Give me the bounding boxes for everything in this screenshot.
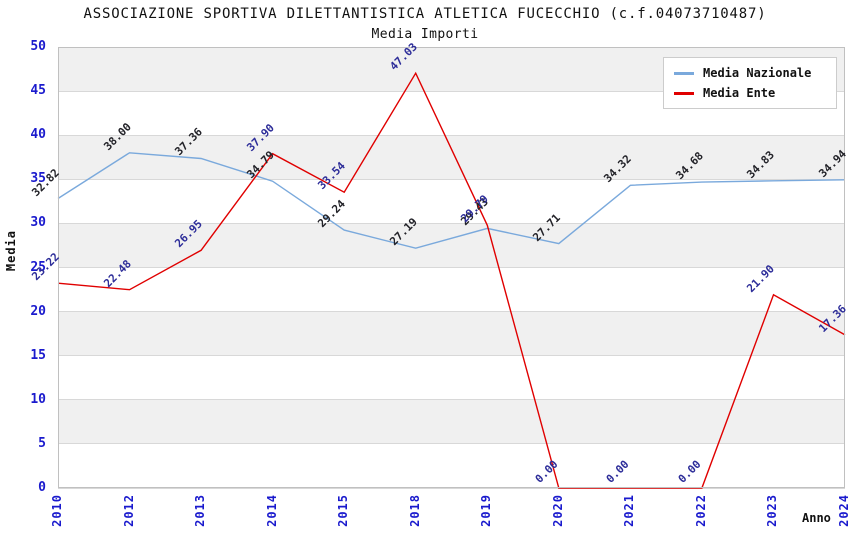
media-ente-line-swatch <box>674 91 694 95</box>
y-tick-label: 45 <box>30 83 46 99</box>
x-tick-label: 2015 <box>336 494 351 527</box>
gridline <box>58 311 845 313</box>
media-nazionale-line-swatch <box>674 71 694 75</box>
plot-band <box>58 179 845 224</box>
y-tick-label: 15 <box>30 347 46 363</box>
x-axis: 2010 2012 2013 2014 2015 2018 2019 2020 2021 2022… <box>0 494 850 540</box>
plot-band <box>58 443 845 488</box>
gridline <box>58 90 845 92</box>
y-tick-label: 30 <box>30 215 46 231</box>
gridline <box>58 487 845 489</box>
x-tick-label: 2019 <box>479 494 494 527</box>
x-tick-label: 2010 <box>50 494 64 527</box>
legend-item-media-ente: Media Ente <box>674 85 826 101</box>
gridline <box>58 355 845 357</box>
media-nazionale-line <box>57 152 846 249</box>
y-tick-label: 0 <box>38 480 46 495</box>
y-axis: 0 5 10 15 20 25 30 35 40 45 50 <box>0 40 46 495</box>
series-lines <box>57 71 846 489</box>
x-tick-label: 2022 <box>693 494 708 527</box>
y-tick-label: 20 <box>30 303 46 319</box>
legend-item-media-nazionale: Media Nazionale <box>674 65 826 81</box>
x-tick-label: 2023 <box>765 494 780 527</box>
plot-band <box>58 399 845 444</box>
media-ente-line <box>57 71 846 489</box>
x-tick-label: 2018 <box>407 494 422 527</box>
gridline <box>58 178 845 180</box>
y-tick-label: 25 <box>30 259 46 275</box>
chart-title: ASSOCIAZIONE SPORTIVA DILETTANTISTICA AT… <box>83 6 767 22</box>
gridline <box>58 222 845 224</box>
plot-band <box>58 355 845 400</box>
chart-subtitle: Media Importi <box>371 27 479 42</box>
x-tick-label: 2020 <box>550 494 565 527</box>
plot-band <box>58 311 845 356</box>
y-tick-label: 50 <box>30 39 46 54</box>
y-tick-label: 10 <box>30 391 46 407</box>
x-tick-label: 2021 <box>622 494 637 527</box>
plot-band <box>58 223 845 268</box>
y-tick-label: 5 <box>38 435 46 451</box>
x-tick-label: 2012 <box>121 494 136 527</box>
gridline <box>58 267 845 268</box>
x-tick-label: 2013 <box>193 494 208 527</box>
gridline <box>58 399 845 401</box>
x-axis-title: Anno <box>802 511 831 525</box>
y-tick-label: 35 <box>30 171 46 187</box>
y-tick-label: 40 <box>30 127 46 143</box>
gridline <box>58 443 845 445</box>
legend: Media Nazionale Media Ente <box>663 57 837 109</box>
legend-label-media-nazionale: Media Nazionale <box>703 66 812 80</box>
x-tick-label: 2014 <box>264 494 279 527</box>
legend-label-media-ente: Media Ente <box>703 86 776 100</box>
plot-band <box>58 267 845 312</box>
x-tick-label: 2024 <box>837 494 850 527</box>
y-axis-title: Media <box>4 230 18 272</box>
gridline <box>58 134 845 136</box>
